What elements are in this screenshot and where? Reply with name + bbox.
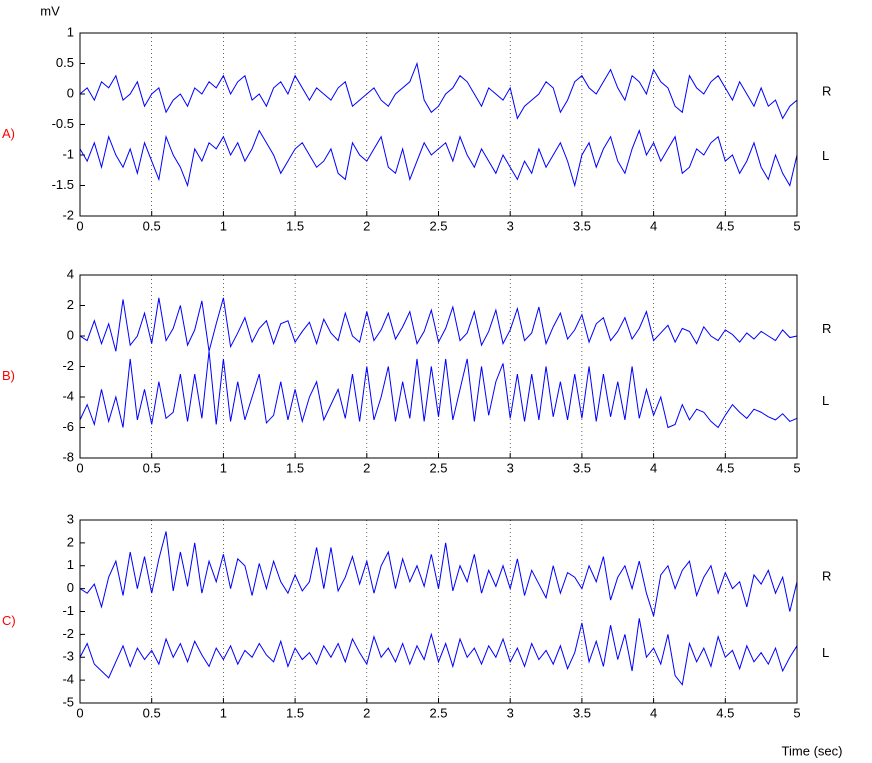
y-tick-label: -1 — [62, 146, 74, 161]
x-tick-label: 3.5 — [573, 460, 591, 475]
x-tick-label: 1 — [220, 218, 227, 233]
x-tick-label: 4 — [650, 218, 657, 233]
x-tick-label: 4.5 — [716, 460, 734, 475]
series-label: L — [822, 148, 829, 163]
x-tick-label: 0.5 — [143, 460, 161, 475]
x-tick-label: 1 — [220, 705, 227, 720]
y-tick-label: 2 — [67, 297, 74, 312]
x-tick-label: 4.5 — [716, 705, 734, 720]
x-tick-label: 1 — [220, 460, 227, 475]
y-tick-label: 0.5 — [56, 55, 74, 70]
y-tick-label: 4 — [67, 266, 74, 281]
x-tick-label: 2 — [363, 218, 370, 233]
y-axis-label: mV — [40, 3, 60, 18]
x-tick-label: 1.5 — [286, 705, 304, 720]
y-tick-label: 3 — [67, 511, 74, 526]
x-axis-label: Time (sec) — [782, 743, 843, 758]
signal-line — [79, 351, 798, 429]
y-tick-label: -2 — [62, 358, 74, 373]
x-tick-label: 5 — [793, 218, 800, 233]
x-tick-label: 4.5 — [716, 218, 734, 233]
y-tick-label: -3 — [62, 649, 74, 664]
signal-line — [79, 618, 798, 686]
x-tick-label: 1.5 — [286, 218, 304, 233]
series-label: R — [822, 321, 831, 336]
x-tick-label: 4 — [650, 460, 657, 475]
series-label: R — [822, 568, 831, 583]
x-tick-label: 3 — [507, 460, 514, 475]
plot-frame — [79, 519, 798, 704]
y-tick-label: 0 — [67, 85, 74, 100]
x-tick-label: 2.5 — [429, 705, 447, 720]
y-tick-label: -4 — [62, 388, 74, 403]
panel-label: C) — [2, 613, 16, 628]
x-tick-label: 3 — [507, 218, 514, 233]
signal-line — [79, 531, 798, 617]
series-label: L — [822, 393, 829, 408]
series-label: R — [822, 84, 831, 99]
signal-line — [79, 297, 798, 352]
plot-frame — [79, 32, 798, 217]
x-tick-label: 0.5 — [143, 705, 161, 720]
x-tick-label: 3.5 — [573, 218, 591, 233]
y-tick-label: 0 — [67, 580, 74, 595]
series-label: L — [822, 645, 829, 660]
panel-label: A) — [2, 126, 15, 141]
y-tick-label: -0.5 — [52, 116, 74, 131]
x-tick-label: 3 — [507, 705, 514, 720]
x-tick-label: 5 — [793, 460, 800, 475]
x-tick-label: 1.5 — [286, 460, 304, 475]
x-tick-label: 0.5 — [143, 218, 161, 233]
signal-line — [79, 61, 798, 120]
x-tick-label: 3.5 — [573, 705, 591, 720]
y-tick-label: -8 — [62, 449, 74, 464]
x-tick-label: 0 — [76, 218, 83, 233]
y-tick-label: 1 — [67, 24, 74, 39]
y-tick-label: -5 — [62, 694, 74, 709]
y-tick-label: -6 — [62, 419, 74, 434]
signal-line — [79, 129, 798, 188]
y-tick-label: 0 — [67, 327, 74, 342]
y-tick-label: -1 — [62, 603, 74, 618]
plot-frame — [79, 274, 798, 459]
y-tick-label: 2 — [67, 534, 74, 549]
y-tick-label: -2 — [62, 626, 74, 641]
x-tick-label: 0 — [76, 705, 83, 720]
x-tick-label: 2.5 — [429, 460, 447, 475]
y-tick-label: -4 — [62, 672, 74, 687]
x-tick-label: 2 — [363, 705, 370, 720]
x-tick-label: 2 — [363, 460, 370, 475]
x-tick-label: 5 — [793, 705, 800, 720]
x-tick-label: 0 — [76, 460, 83, 475]
y-tick-label: 1 — [67, 557, 74, 572]
y-tick-label: -1.5 — [52, 177, 74, 192]
y-tick-label: -2 — [62, 207, 74, 222]
x-tick-label: 4 — [650, 705, 657, 720]
x-tick-label: 2.5 — [429, 218, 447, 233]
panel-label: B) — [2, 368, 15, 383]
